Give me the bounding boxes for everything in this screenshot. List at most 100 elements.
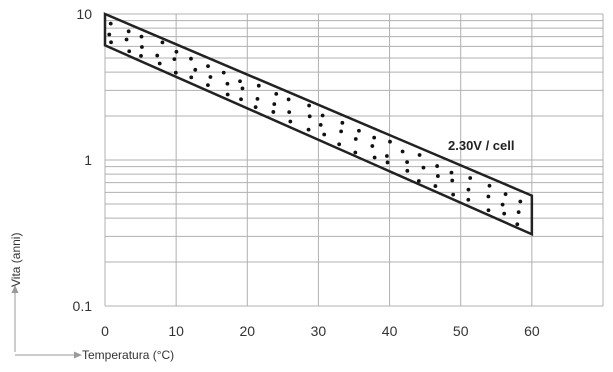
band-dot	[173, 70, 178, 75]
band-dot	[287, 110, 292, 114]
band-dot	[385, 160, 390, 165]
band-dot	[370, 144, 375, 148]
band-dot	[109, 40, 113, 45]
band-dot	[466, 187, 471, 192]
band-dot	[322, 132, 327, 137]
band-dot	[274, 91, 279, 96]
band-dot	[435, 164, 440, 168]
band-dot	[225, 92, 230, 97]
band-dot	[340, 120, 345, 125]
band-dot	[372, 155, 377, 160]
y-tick-label: 10	[76, 6, 92, 22]
band-dot	[172, 57, 177, 62]
band-dot	[256, 83, 261, 88]
y-tick-label: 1	[84, 152, 92, 168]
y-axis-label: Vita (anni)	[9, 233, 23, 287]
band-dot	[500, 202, 505, 207]
band-dot	[353, 150, 358, 155]
band-dot	[127, 49, 132, 54]
x-tick-label: 30	[311, 323, 327, 339]
band-dot	[515, 222, 520, 227]
band-outline	[103, 12, 534, 237]
x-tick-label: 20	[239, 323, 255, 339]
band-dot	[466, 197, 471, 202]
band-dot	[357, 128, 361, 133]
band-dot	[157, 61, 162, 66]
band-dot	[155, 53, 160, 58]
band-dot	[502, 211, 507, 216]
band-dot	[107, 32, 112, 37]
band-dot	[417, 153, 422, 157]
band-dot	[193, 67, 198, 72]
band-dot	[450, 178, 455, 183]
band-dot	[405, 168, 410, 173]
band-dot	[306, 127, 311, 132]
band-dot	[124, 37, 129, 42]
band-dot	[208, 75, 213, 79]
band-dot	[239, 97, 243, 102]
band-dot	[126, 29, 131, 34]
band-dot	[339, 129, 344, 134]
x-axis-arrow	[15, 351, 82, 359]
band-dot	[206, 64, 210, 69]
band-dot	[140, 45, 144, 49]
band-dot-pattern	[107, 21, 523, 227]
grid	[104, 13, 604, 307]
band-dot	[416, 179, 421, 183]
x-tick-label: 0	[101, 323, 109, 339]
band-dot	[516, 210, 521, 215]
band-dot	[108, 21, 113, 26]
y-tick-label: 0.1	[73, 298, 93, 314]
band-dot	[221, 70, 226, 75]
band-dot	[288, 119, 293, 124]
band-dot	[400, 149, 405, 154]
band-dot	[337, 142, 342, 147]
band-dot	[238, 79, 242, 84]
band-dot	[449, 170, 454, 175]
band-dot	[307, 103, 311, 108]
band-dot	[486, 208, 491, 213]
band-dot	[307, 114, 312, 119]
band-dot	[286, 97, 291, 102]
x-axis-label: Temperatura (°C)	[82, 348, 174, 362]
annotation-label: 2.30V / cell	[448, 138, 515, 153]
band-dot	[318, 123, 323, 127]
band-dot	[421, 165, 426, 170]
x-tick-label: 60	[524, 323, 540, 339]
x-tick-label: 40	[382, 323, 398, 339]
band-dot	[468, 176, 473, 180]
band-dot	[486, 194, 491, 199]
band-dot	[174, 49, 179, 54]
band-dot	[388, 139, 392, 144]
band-dot	[189, 56, 193, 61]
band-dot	[451, 192, 456, 197]
x-tick-label: 10	[168, 323, 184, 339]
band-dot	[353, 137, 358, 141]
band-dot	[372, 135, 377, 140]
x-tick-labels: 0 10 20 30 40 50 60	[101, 323, 540, 339]
band-dot	[518, 199, 523, 204]
band-dot	[384, 154, 389, 158]
band-dot	[206, 83, 210, 88]
band-dot	[160, 40, 165, 45]
band-dot	[405, 160, 410, 164]
x-tick-label: 50	[453, 323, 469, 339]
y-axis-arrow	[11, 285, 19, 352]
band-dot	[255, 96, 260, 101]
band-dot	[271, 110, 276, 114]
life-band	[103, 12, 534, 237]
band-dot	[189, 75, 194, 80]
band-dot	[139, 53, 143, 58]
band-dot	[435, 174, 440, 178]
band-dot	[253, 105, 258, 110]
band-dot	[433, 184, 438, 188]
band-dot	[139, 34, 144, 39]
band-dot	[272, 102, 277, 107]
band-dot	[487, 183, 492, 188]
band-dot	[240, 86, 245, 91]
band-dot	[503, 192, 508, 197]
y-tick-labels: 0.1 1 10	[73, 6, 93, 314]
band-dot	[225, 81, 230, 86]
band-dot	[320, 113, 325, 118]
